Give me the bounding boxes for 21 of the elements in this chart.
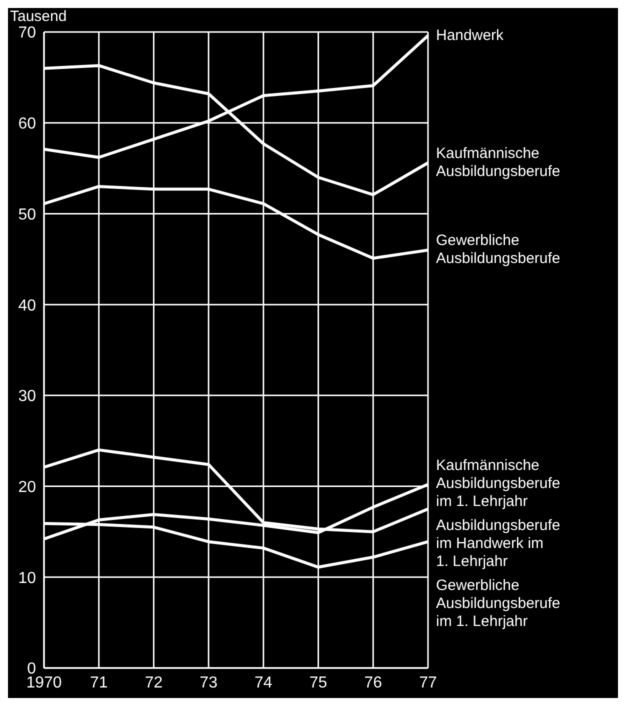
y-tick-label: 20 [18,478,36,496]
series-label: Ausbildungsberufe im Handwerk im 1. Lehrjahr [436,517,560,572]
series-label: Kaufmännische Ausbildungsberufe im 1. Lehrjahr [436,457,560,512]
y-tick-label: 40 [18,297,36,314]
x-tick-label: 77 [419,674,437,692]
y-tick-label: 30 [18,388,36,406]
series-label: Kaufmännische Ausbildungsberufe [436,144,560,181]
x-tick-label: 76 [364,674,382,692]
y-tick-label: 60 [18,116,36,133]
x-tick-label: 74 [254,674,272,692]
x-tick-label: 73 [200,674,218,692]
y-tick-label: 50 [18,206,36,224]
text: Gewerbliche Ausbildungsberufe im 1. Lehrjahr [436,577,560,632]
x-tick-label: 72 [144,674,163,692]
y-tick-label: 10 [18,570,36,587]
x-tick-label: 71 [90,674,108,692]
series-label: Handwerk [436,26,504,45]
y-axis-title: Tausend [10,8,67,25]
y-tick-label: 70 [18,24,36,42]
series-label: Gewerbliche Ausbildungsberufe [436,232,560,268]
x-tick-label: 75 [309,674,328,692]
